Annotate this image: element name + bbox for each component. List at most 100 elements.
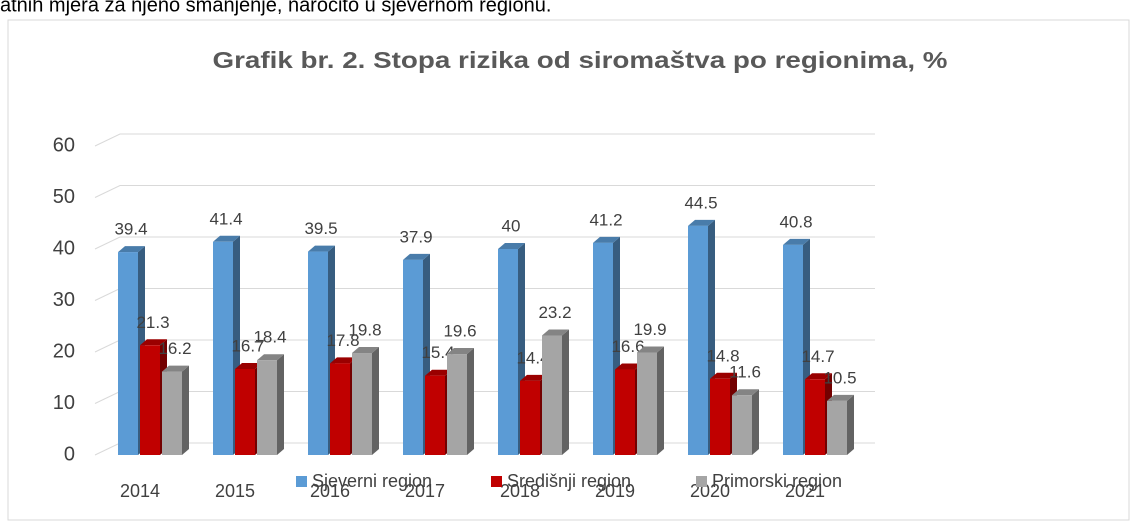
bar-side — [657, 346, 664, 455]
bar — [542, 335, 562, 455]
bar — [447, 354, 467, 455]
bar-side — [562, 329, 569, 455]
bar — [498, 249, 518, 455]
x-tick-label: 2018 — [500, 481, 540, 501]
bar — [352, 353, 372, 455]
bar — [308, 251, 328, 455]
data-label: 39.5 — [304, 219, 337, 238]
legend-swatch — [491, 476, 502, 487]
bar-top — [805, 373, 832, 380]
legend-swatch — [696, 476, 707, 487]
data-label: 40 — [502, 216, 521, 235]
bar-top — [308, 245, 335, 252]
data-label: 11.6 — [729, 363, 761, 382]
bar-top — [213, 235, 240, 242]
bar-side — [752, 389, 759, 455]
page-text: atnih mjera za njeno smanjenje, naročito… — [0, 0, 551, 16]
bar — [637, 352, 657, 455]
data-label: 21.3 — [136, 313, 169, 332]
bar-top — [637, 346, 664, 353]
grid-line — [94, 236, 875, 250]
data-label: 23.2 — [538, 303, 571, 322]
x-tick-label: 2017 — [405, 481, 445, 501]
bar-top — [732, 389, 759, 396]
bar-top — [498, 243, 525, 249]
legend-label: Primorski region — [712, 471, 842, 491]
bar — [805, 379, 825, 455]
bar — [732, 395, 752, 455]
y-tick-label: 60 — [53, 134, 75, 156]
bar-top — [542, 329, 569, 336]
bar — [118, 252, 138, 455]
bar-top — [447, 348, 474, 355]
bar — [162, 371, 182, 455]
legend-label: Sjeverni region — [312, 471, 432, 491]
legend-swatch — [296, 476, 307, 487]
bar — [593, 242, 613, 455]
grid-line — [94, 185, 875, 198]
grid-line — [94, 133, 875, 147]
bar-top — [235, 362, 262, 369]
bar-top — [783, 238, 810, 245]
bar — [688, 225, 708, 455]
bar — [330, 363, 350, 455]
x-tick-label: 2015 — [215, 481, 255, 501]
data-label: 41.2 — [589, 210, 622, 229]
data-label: 14.7 — [801, 347, 834, 366]
y-tick-label: 50 — [53, 186, 75, 208]
x-tick-label: 2019 — [595, 481, 635, 501]
bar — [827, 400, 847, 455]
bar — [425, 375, 445, 455]
data-label: 15.4 — [421, 343, 454, 362]
data-label: 19.9 — [633, 320, 666, 339]
y-tick-label: 0 — [64, 443, 75, 465]
bar-top — [425, 369, 452, 376]
data-label: 19.6 — [443, 322, 476, 341]
data-label: 16.6 — [611, 337, 644, 356]
data-label: 19.8 — [348, 321, 381, 340]
bar — [710, 378, 730, 455]
data-label: 16.2 — [158, 339, 191, 358]
bar-top — [162, 365, 189, 372]
bar — [235, 368, 255, 455]
bar-top — [710, 372, 737, 379]
bar-top — [688, 219, 715, 226]
bar — [403, 259, 423, 455]
data-label: 17.8 — [326, 331, 359, 350]
bar — [615, 369, 635, 455]
chart-title: Grafik br. 2. Stopa rizika od siromaštva… — [213, 47, 948, 73]
data-label: 44.5 — [684, 193, 717, 212]
bar-top — [403, 253, 430, 260]
bar — [783, 244, 803, 455]
data-label: 16.7 — [231, 336, 264, 355]
bar-top — [352, 347, 379, 354]
bar — [520, 380, 540, 455]
bar-top — [330, 357, 357, 364]
bar-side — [372, 347, 379, 455]
data-label: 41.4 — [209, 209, 242, 228]
bar — [213, 241, 233, 455]
bar-top — [615, 363, 642, 370]
data-label: 14.8 — [706, 346, 739, 365]
x-tick-label: 2021 — [785, 481, 825, 501]
bar-top — [520, 374, 547, 381]
y-tick-label: 10 — [53, 392, 75, 414]
bar-side — [182, 365, 189, 455]
legend-label: Središnji region — [507, 471, 631, 491]
bar-top — [140, 339, 167, 346]
bar-side — [847, 394, 854, 455]
data-label: 40.8 — [779, 212, 812, 231]
bar-top — [827, 394, 854, 401]
y-tick-label: 40 — [53, 237, 75, 259]
data-label: 14.4 — [516, 348, 549, 367]
x-tick-label: 2016 — [310, 481, 350, 501]
bar — [257, 360, 277, 455]
bar-top — [257, 354, 284, 361]
bar-side — [277, 354, 284, 455]
data-label: 10.5 — [823, 368, 856, 387]
bar-top — [118, 246, 145, 253]
x-tick-label: 2014 — [120, 481, 160, 501]
y-tick-label: 20 — [53, 340, 75, 362]
data-label: 18.4 — [253, 328, 286, 347]
